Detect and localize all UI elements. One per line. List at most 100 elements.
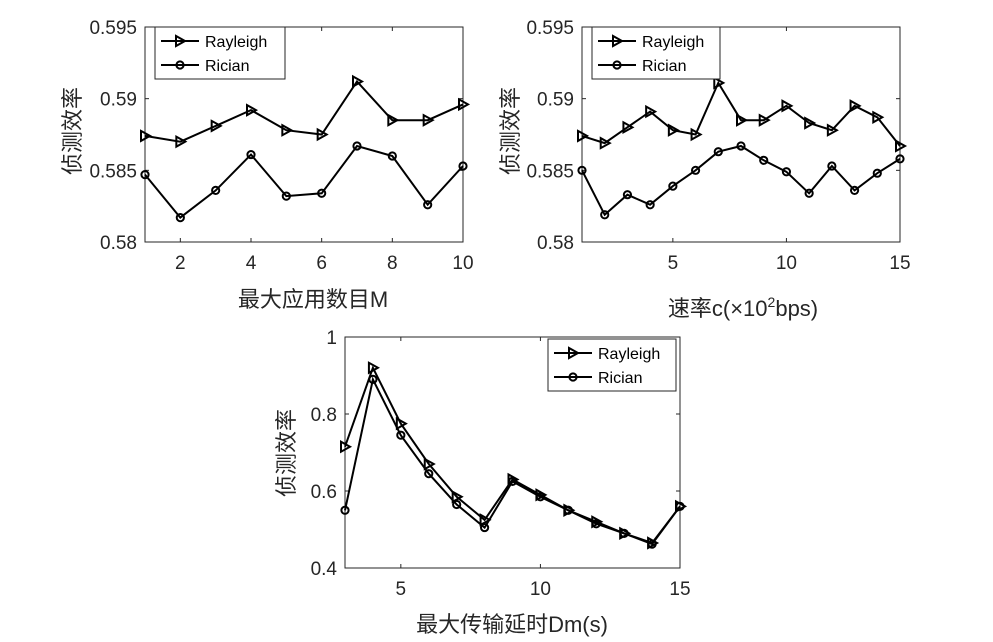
legend-marker bbox=[612, 34, 625, 48]
data-point-rician bbox=[577, 165, 587, 175]
data-point-rayleigh bbox=[281, 123, 294, 137]
data-point-rayleigh bbox=[872, 110, 885, 124]
legend: Rayleigh Rician bbox=[591, 26, 721, 80]
data-point-rician bbox=[424, 469, 434, 479]
data-point-rician bbox=[591, 519, 601, 529]
data-point-rayleigh bbox=[422, 113, 435, 127]
data-point-rayleigh bbox=[599, 136, 612, 150]
data-point-rician bbox=[668, 181, 678, 191]
data-point-rician bbox=[827, 161, 837, 171]
legend: Rayleigh Rician bbox=[547, 338, 677, 392]
y-tick-label: 0.59 bbox=[100, 90, 137, 111]
legend-marker bbox=[612, 60, 622, 70]
data-point-rician bbox=[458, 161, 468, 171]
data-point-rayleigh bbox=[577, 129, 590, 143]
y-tick-label: 0.58 bbox=[537, 233, 574, 254]
series-line-rician bbox=[581, 144, 901, 217]
chart-2-xlabel-suffix: bps) bbox=[775, 296, 818, 321]
data-point-rician bbox=[895, 154, 905, 164]
chart-1-ylabel: 侦测效率 bbox=[60, 87, 85, 175]
x-tick-label: 4 bbox=[246, 253, 257, 274]
data-point-rayleigh bbox=[826, 123, 839, 137]
y-tick-label: 0.585 bbox=[526, 161, 574, 182]
series-line-rayleigh bbox=[144, 79, 464, 143]
data-point-rician bbox=[849, 185, 860, 195]
data-point-rician bbox=[781, 167, 792, 177]
data-point-rician bbox=[423, 200, 433, 210]
data-point-rayleigh bbox=[479, 513, 492, 527]
data-point-rayleigh bbox=[340, 440, 353, 454]
data-point-rayleigh bbox=[804, 116, 817, 130]
legend-label: Rayleigh bbox=[205, 34, 267, 51]
chart-3-ylabel: 侦测效率 bbox=[274, 409, 299, 497]
data-point-rayleigh bbox=[395, 416, 408, 431]
data-point-rayleigh bbox=[458, 97, 471, 112]
x-tick-label: 10 bbox=[452, 253, 473, 274]
data-point-rayleigh bbox=[713, 76, 726, 90]
data-point-rician bbox=[713, 147, 723, 157]
chart-max-applications: 2 4 6 8 10 0.58 0.585 0.59 0.595 Rayleigh Rician bbox=[89, 18, 473, 274]
series-line-rician bbox=[144, 144, 464, 219]
data-point-rician bbox=[647, 539, 657, 549]
data-point-rayleigh bbox=[451, 490, 464, 504]
x-tick-label: 2 bbox=[175, 253, 186, 274]
data-point-rician bbox=[759, 155, 769, 165]
data-point-rician bbox=[675, 501, 685, 511]
legend-label: Rayleigh bbox=[642, 34, 704, 51]
x-tick-label: 8 bbox=[387, 253, 398, 274]
data-point-rician bbox=[690, 165, 701, 175]
data-point-rayleigh bbox=[849, 99, 862, 113]
x-tick-label: 15 bbox=[889, 253, 910, 274]
y-tick-label: 0.8 bbox=[311, 405, 337, 426]
x-tick-label: 15 bbox=[669, 579, 690, 600]
data-point-rician bbox=[600, 210, 610, 220]
y-tick-label: 1 bbox=[326, 328, 337, 349]
data-point-rayleigh bbox=[690, 127, 703, 142]
chart-2-ylabel: 侦测效率 bbox=[498, 87, 523, 175]
data-point-rician bbox=[387, 151, 397, 161]
data-point-rayleigh bbox=[210, 119, 223, 133]
chart-1-xlabel: 最大应用数目M bbox=[238, 287, 388, 312]
data-point-rician bbox=[535, 492, 546, 502]
chart-2-xlabel-superscript: 2 bbox=[768, 294, 776, 310]
data-point-rayleigh bbox=[758, 113, 771, 127]
legend-label: Rician bbox=[205, 58, 249, 75]
y-tick-label: 0.6 bbox=[311, 482, 337, 503]
data-point-rayleigh bbox=[895, 139, 908, 153]
series-line-rician bbox=[344, 376, 681, 546]
data-point-rayleigh bbox=[387, 113, 400, 127]
x-tick-label: 10 bbox=[776, 253, 797, 274]
legend-label: Rayleigh bbox=[598, 346, 660, 363]
data-point-rayleigh bbox=[367, 361, 380, 375]
data-point-rician bbox=[804, 188, 814, 198]
legend-marker bbox=[175, 34, 188, 48]
data-point-rician bbox=[340, 505, 350, 515]
chart-rate: 5 10 15 0.58 0.585 0.59 0.595 Rayleigh Rician bbox=[526, 18, 910, 274]
legend-marker bbox=[568, 346, 581, 360]
data-point-rayleigh bbox=[423, 457, 436, 471]
data-point-rician bbox=[645, 200, 655, 210]
data-point-rician bbox=[175, 213, 185, 223]
x-tick-label: 6 bbox=[316, 253, 327, 274]
data-point-rician bbox=[317, 188, 327, 198]
data-point-rician bbox=[211, 185, 221, 195]
x-tick-label: 5 bbox=[396, 579, 407, 600]
data-point-rician bbox=[368, 374, 378, 384]
data-point-rician bbox=[246, 149, 256, 160]
data-point-rician bbox=[563, 505, 573, 515]
data-point-rayleigh bbox=[667, 123, 680, 137]
data-point-rician bbox=[479, 522, 490, 533]
data-point-rician bbox=[140, 170, 150, 180]
legend-marker bbox=[568, 372, 578, 382]
legend-label: Rician bbox=[598, 370, 642, 387]
data-point-rician bbox=[396, 430, 406, 440]
data-point-rician bbox=[619, 528, 629, 538]
chart-max-transmission-delay: 5 10 15 0.4 0.6 0.8 1 Rayleigh Rician bbox=[311, 328, 691, 600]
data-point-rayleigh bbox=[736, 113, 749, 127]
legend: Rayleigh Rician bbox=[154, 26, 286, 80]
data-point-rayleigh bbox=[175, 134, 188, 149]
y-tick-label: 0.595 bbox=[89, 18, 137, 39]
data-point-rician bbox=[352, 141, 362, 151]
data-point-rayleigh bbox=[622, 120, 635, 135]
